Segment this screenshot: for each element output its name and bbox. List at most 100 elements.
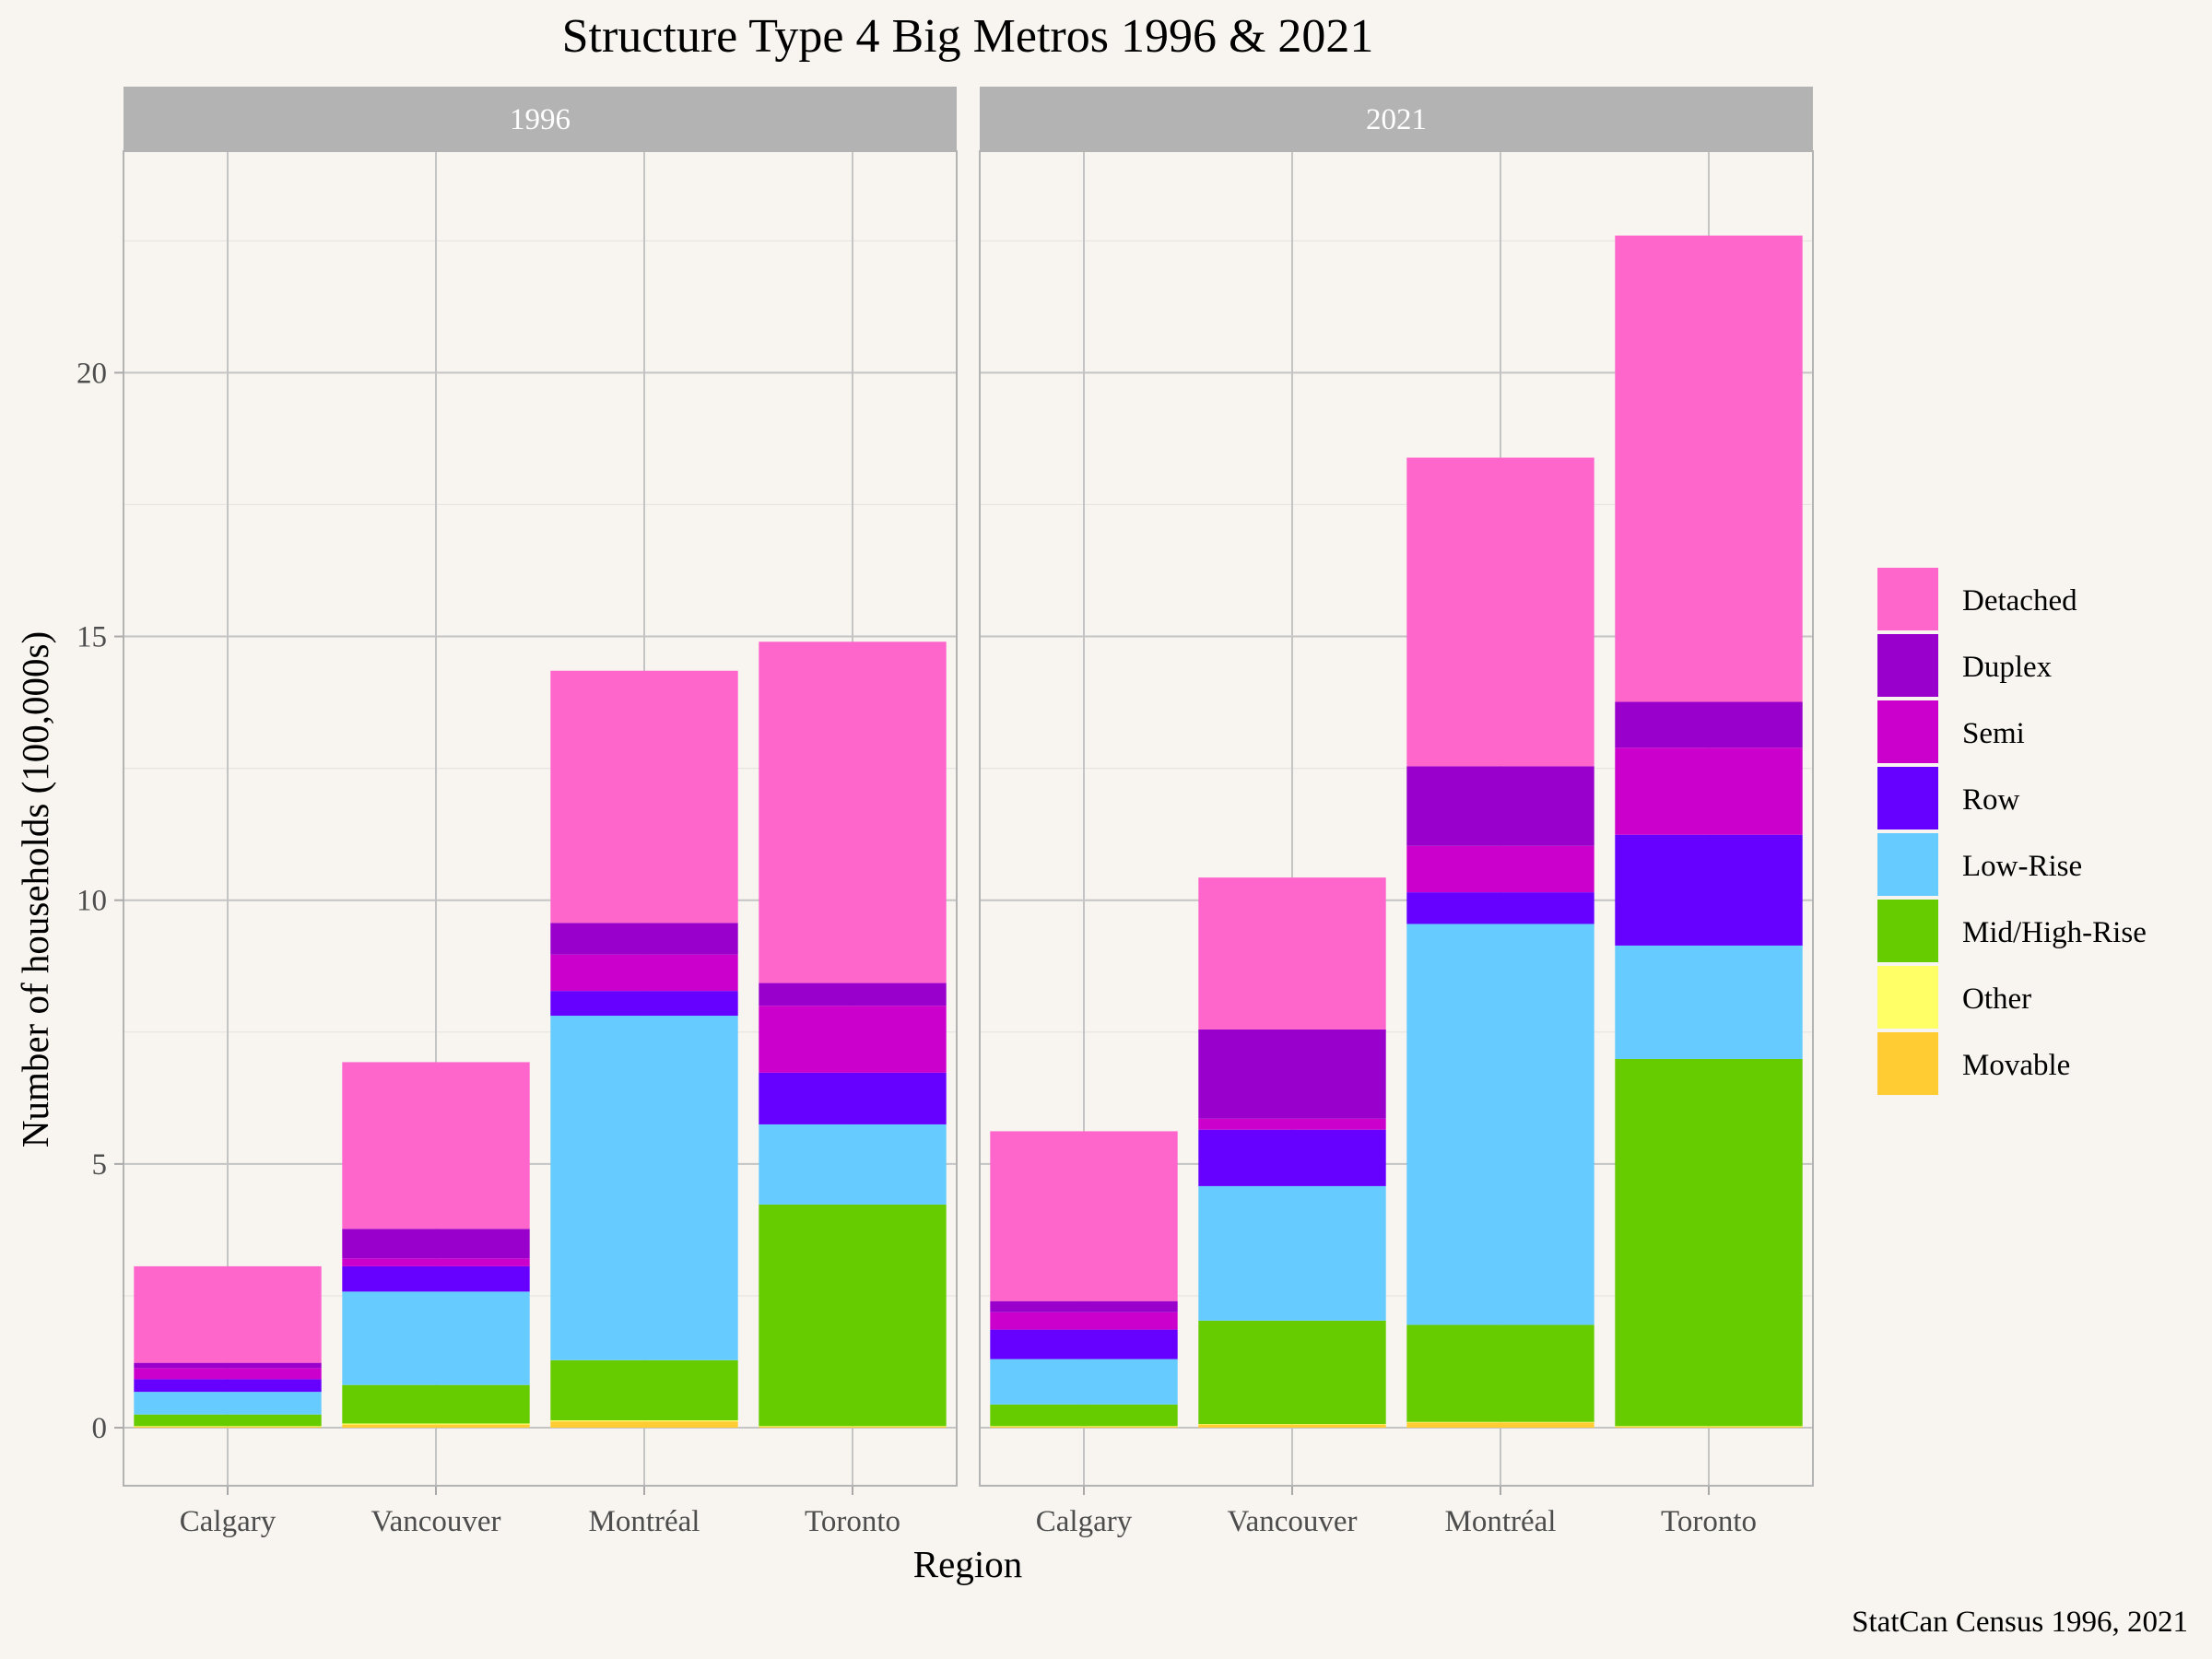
bar-segment-movable-2 bbox=[1406, 1422, 1594, 1429]
bar-segment-low-rise-1 bbox=[1198, 1185, 1386, 1321]
bar-segment-semi-2 bbox=[1406, 845, 1594, 893]
legend-label: Other bbox=[1962, 982, 2031, 1016]
panel-2021: Calgary Vancouver Montréal Toronto 2021 bbox=[979, 87, 1814, 1538]
bar-segment-duplex-0 bbox=[990, 1300, 1178, 1312]
bar-segment-row-1 bbox=[1198, 1129, 1386, 1186]
legend-label: Semi bbox=[1962, 717, 2025, 750]
x-tick-label: Calgary bbox=[1036, 1505, 1133, 1538]
facet-panels: Calgary Vancouver Montréal Toronto 1996 Calga… bbox=[123, 87, 1814, 1538]
bar-segment-duplex-2 bbox=[1406, 766, 1594, 846]
bar-segment-other-2 bbox=[1406, 1421, 1594, 1423]
bar-segment-movable-0 bbox=[990, 1426, 1178, 1429]
bar-segment-other-1 bbox=[342, 1423, 530, 1425]
legend-label: Row bbox=[1962, 783, 2020, 817]
x-tick-label: Montréal bbox=[1445, 1505, 1557, 1538]
bar-segment-semi-2 bbox=[550, 954, 738, 992]
bar-segment-detached-3 bbox=[759, 641, 947, 983]
bar-segment-detached-0 bbox=[990, 1131, 1178, 1301]
bar-segment-row-0 bbox=[134, 1379, 322, 1393]
legend-label: Detached bbox=[1962, 584, 2077, 618]
bar-segment-detached-3 bbox=[1615, 235, 1803, 702]
facet-strip-label: 2021 bbox=[1366, 103, 1427, 136]
legend-key-low-rise bbox=[1877, 833, 1938, 896]
bar-segment-other-3 bbox=[1615, 1426, 1803, 1427]
bar-segment-movable-3 bbox=[759, 1426, 947, 1429]
x-tick-label: Toronto bbox=[1661, 1505, 1757, 1538]
legend-key-detached bbox=[1877, 568, 1938, 630]
bar-segment-semi-1 bbox=[342, 1258, 530, 1266]
bar-segment-low-rise-1 bbox=[342, 1291, 530, 1385]
bar-segment-semi-3 bbox=[759, 1006, 947, 1073]
bar-segment-semi-3 bbox=[1615, 747, 1803, 835]
bar-segment-detached-2 bbox=[550, 670, 738, 924]
bar-segment-mid-high-rise-1 bbox=[1198, 1320, 1386, 1425]
bar-segment-low-rise-0 bbox=[990, 1359, 1178, 1405]
bar-segment-low-rise-2 bbox=[1406, 924, 1594, 1325]
bar-segment-duplex-1 bbox=[1198, 1029, 1386, 1119]
bar-segment-other-0 bbox=[134, 1426, 322, 1427]
y-tick-label: 0 bbox=[92, 1412, 108, 1445]
legend-label: Duplex bbox=[1962, 651, 2053, 684]
legend-key-other bbox=[1877, 966, 1938, 1029]
bar-segment-mid-high-rise-0 bbox=[990, 1404, 1178, 1427]
legend: Detached Duplex Semi Row Low-Rise Mid/High-Ri… bbox=[1877, 568, 2147, 1095]
facet-strip bbox=[124, 87, 957, 151]
y-tick-label: 5 bbox=[92, 1148, 108, 1182]
caption: StatCan Census 1996, 2021 bbox=[1852, 1606, 2188, 1639]
bar-segment-movable-2 bbox=[550, 1421, 738, 1429]
bar-segment-low-rise-3 bbox=[1615, 945, 1803, 1059]
bar-segment-other-1 bbox=[1198, 1424, 1386, 1425]
bar-segment-mid-high-rise-3 bbox=[759, 1204, 947, 1427]
y-tick-label: 15 bbox=[76, 621, 107, 654]
bar-segment-movable-3 bbox=[1615, 1426, 1803, 1429]
legend-key-row bbox=[1877, 767, 1938, 830]
bar-segment-movable-1 bbox=[342, 1424, 530, 1429]
bar-segment-semi-0 bbox=[134, 1368, 322, 1380]
bar-segment-low-rise-3 bbox=[759, 1124, 947, 1205]
bar-segment-other-2 bbox=[550, 1420, 738, 1422]
y-tick-label: 20 bbox=[76, 357, 107, 390]
facet-strip-label: 1996 bbox=[510, 103, 571, 136]
x-tick-label: Calgary bbox=[180, 1505, 276, 1538]
bar-segment-detached-1 bbox=[342, 1062, 530, 1230]
legend-label: Mid/High-Rise bbox=[1962, 916, 2147, 949]
legend-key-duplex bbox=[1877, 634, 1938, 697]
bar-segment-mid-high-rise-1 bbox=[342, 1384, 530, 1424]
legend-key-movable bbox=[1877, 1032, 1938, 1095]
x-tick-label: Toronto bbox=[805, 1505, 900, 1538]
bar-segment-row-3 bbox=[1615, 834, 1803, 946]
bar-segment-movable-0 bbox=[134, 1426, 322, 1429]
x-tick-label: Vancouver bbox=[371, 1505, 500, 1538]
bar-segment-detached-1 bbox=[1198, 877, 1386, 1030]
bar-segment-low-rise-0 bbox=[134, 1392, 322, 1415]
legend-label: Low-Rise bbox=[1962, 850, 2082, 883]
bar-segment-duplex-2 bbox=[550, 923, 738, 955]
y-axis: 0 5 10 15 20 bbox=[76, 357, 124, 1445]
bar-segment-mid-high-rise-3 bbox=[1615, 1058, 1803, 1427]
bar-segment-detached-2 bbox=[1406, 457, 1594, 767]
bar-segment-mid-high-rise-2 bbox=[1406, 1324, 1594, 1422]
bar-segment-mid-high-rise-0 bbox=[134, 1414, 322, 1427]
chart-title: Structure Type 4 Big Metros 1996 & 2021 bbox=[562, 10, 1374, 63]
bar-segment-semi-0 bbox=[990, 1312, 1178, 1330]
x-tick-label: Montréal bbox=[589, 1505, 700, 1538]
bar-segment-low-rise-2 bbox=[550, 1016, 738, 1360]
bar-segment-other-0 bbox=[990, 1426, 1178, 1427]
bar-segment-other-3 bbox=[759, 1426, 947, 1427]
x-tick-label: Vancouver bbox=[1227, 1505, 1357, 1538]
bar-segment-mid-high-rise-2 bbox=[550, 1359, 738, 1421]
bar-segment-duplex-0 bbox=[134, 1362, 322, 1369]
bar-segment-row-1 bbox=[342, 1265, 530, 1292]
legend-key-semi bbox=[1877, 700, 1938, 763]
y-axis-title: Number of households (100,000s) bbox=[14, 631, 56, 1147]
bar-segment-movable-1 bbox=[1198, 1424, 1386, 1429]
bar-segment-detached-0 bbox=[134, 1265, 322, 1363]
facet-strip bbox=[980, 87, 1813, 151]
legend-label: Movable bbox=[1962, 1049, 2070, 1082]
y-tick-label: 10 bbox=[76, 885, 107, 918]
bar-segment-row-2 bbox=[1406, 892, 1594, 924]
bar-segment-duplex-3 bbox=[759, 982, 947, 1006]
bar-segment-duplex-1 bbox=[342, 1229, 530, 1259]
bar-segment-row-3 bbox=[759, 1072, 947, 1124]
